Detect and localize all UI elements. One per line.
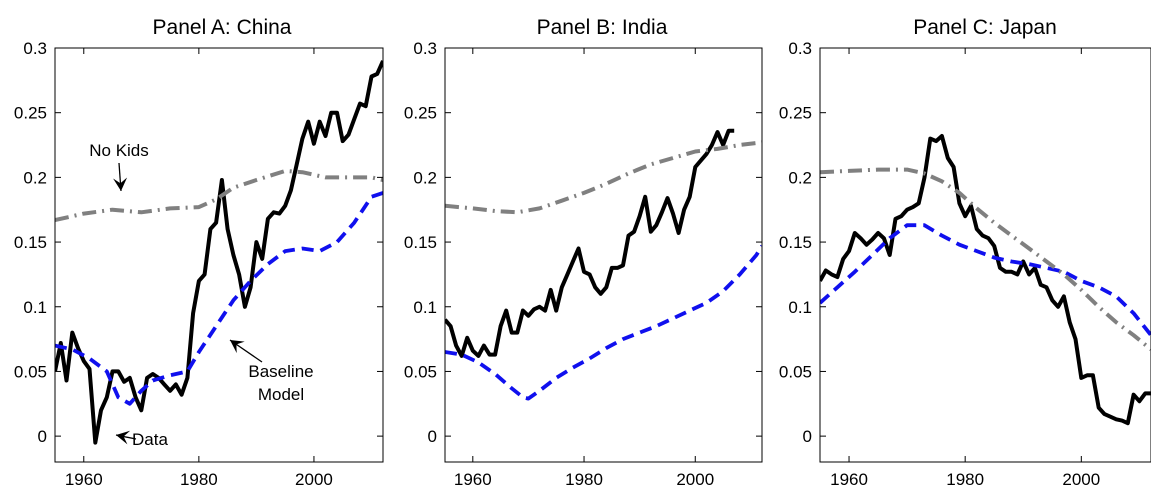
panel-1-annotations: No Kids Baseline Model Data xyxy=(89,141,313,449)
x-tick-label: 1980 xyxy=(180,470,218,489)
panel-1: Panel A: China 0 0.05 0.1 0.15 0.2 0.25 0.3 1960… xyxy=(14,16,384,489)
y-tick-label: 0.1 xyxy=(23,298,47,317)
series-line-baseline-model xyxy=(55,191,383,406)
annotation-data: Data xyxy=(132,430,168,449)
annotation-baseline-model: Baseline Model xyxy=(248,362,313,404)
x-tick-label: 2000 xyxy=(676,470,714,489)
plot-frame xyxy=(54,47,384,463)
x-tick-label: 2000 xyxy=(1062,470,1100,489)
series-line-no-kids xyxy=(55,168,383,223)
y-tick-label: 0.25 xyxy=(779,104,812,123)
series-line-no-kids xyxy=(445,140,762,215)
y-tick-label: 0.15 xyxy=(404,233,437,252)
y-tick-label: 0.1 xyxy=(788,298,812,317)
x-tick-label: 2000 xyxy=(295,470,333,489)
series-line-baseline-model xyxy=(445,244,762,401)
arrow-baseline-model-head xyxy=(230,340,245,354)
y-tick-label: 0 xyxy=(428,427,437,446)
y-tick-label: 0.2 xyxy=(413,168,437,187)
x-tick-label: 1960 xyxy=(454,470,492,489)
y-tick-label: 0.05 xyxy=(404,362,437,381)
x-tick-label: 1960 xyxy=(65,470,103,489)
annotation-line: Baseline xyxy=(248,362,313,381)
y-tick-label: 0.3 xyxy=(413,39,437,58)
plot-frame xyxy=(819,47,1151,463)
y-tick-label: 0.15 xyxy=(14,233,47,252)
panel-3: Panel C: Japan 0 0.05 0.1 0.15 0.2 0.25 0.3 1960… xyxy=(779,16,1151,489)
panel-title: Panel B: India xyxy=(537,16,668,39)
annotation-line: Model xyxy=(258,385,304,404)
x-tick-label: 1960 xyxy=(830,470,868,489)
x-tick-label: 1980 xyxy=(946,470,984,489)
series-line-data xyxy=(445,128,735,358)
series-line-no-kids xyxy=(820,167,1151,351)
y-tick-label: 0 xyxy=(803,427,812,446)
plot-frame xyxy=(444,47,763,463)
panel-title: Panel A: China xyxy=(153,16,292,39)
y-tick-label: 0.3 xyxy=(788,39,812,58)
arrow-no-kids-head xyxy=(113,177,128,191)
y-tick-label: 0.3 xyxy=(23,39,47,58)
y-tick-label: 0.2 xyxy=(788,168,812,187)
x-tick-label: 1980 xyxy=(565,470,603,489)
y-tick-label: 0.05 xyxy=(14,362,47,381)
series-line-data xyxy=(55,60,383,445)
series-line-data xyxy=(820,134,1151,426)
panel-title: Panel C: Japan xyxy=(913,16,1057,39)
y-tick-label: 0 xyxy=(38,427,47,446)
y-tick-label: 0.2 xyxy=(23,168,47,187)
y-tick-label: 0.25 xyxy=(14,104,47,123)
y-tick-label: 0.05 xyxy=(779,362,812,381)
panel-2: Panel B: India 0 0.05 0.1 0.15 0.2 0.25 0.3 1960… xyxy=(404,16,763,489)
arrow-data-head xyxy=(116,430,131,445)
y-tick-label: 0.1 xyxy=(413,298,437,317)
y-tick-label: 0.25 xyxy=(404,104,437,123)
annotation-no-kids: No Kids xyxy=(89,141,149,160)
y-tick-label: 0.15 xyxy=(779,233,812,252)
